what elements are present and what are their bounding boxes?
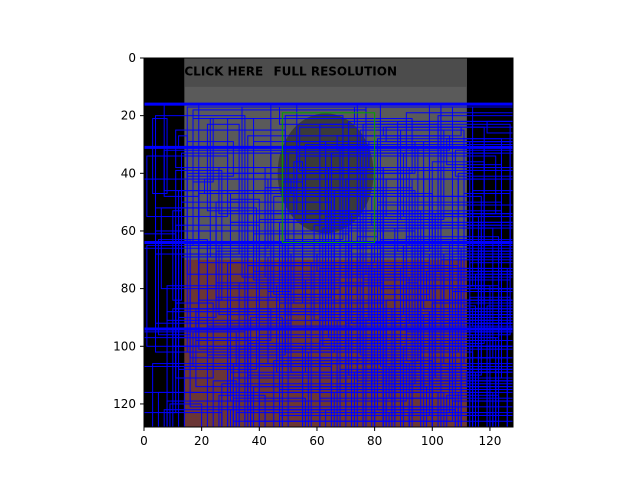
banner-layer: CLICK HERE FULL RESOLUTION	[184, 64, 397, 78]
box-overlay	[397, 152, 430, 252]
x-tick-label: 0	[140, 434, 148, 448]
box-overlay	[270, 152, 289, 298]
y-tick-label: 40	[121, 166, 136, 180]
box-overlay	[169, 403, 203, 427]
box-overlay	[440, 106, 513, 122]
x-tick-label: 80	[367, 434, 382, 448]
box-overlay	[362, 276, 384, 427]
box-overlay	[385, 178, 413, 218]
y-tick-label: 120	[113, 397, 136, 411]
box-overlay	[186, 106, 367, 275]
box-overlay	[322, 227, 494, 347]
box-overlay	[475, 273, 513, 290]
banner-prefix: CLICK HERE	[184, 64, 263, 78]
box-overlay	[189, 244, 379, 408]
box-overlay	[247, 135, 442, 267]
box-overlay	[290, 279, 306, 373]
box-overlay	[469, 296, 511, 336]
x-tick-label: 120	[478, 434, 501, 448]
x-tick-label: 100	[421, 434, 444, 448]
box-overlay	[365, 340, 513, 427]
banner-text: CLICK HERE FULL RESOLUTION	[184, 64, 397, 78]
box-overlay	[423, 221, 513, 310]
box-overlay	[382, 126, 462, 137]
box-overlay	[206, 325, 353, 427]
box-overlay	[238, 345, 304, 427]
box-overlay	[221, 383, 353, 427]
box-overlay	[457, 172, 474, 255]
y-tick-label: 60	[121, 224, 136, 238]
box-overlay	[152, 118, 168, 194]
box-overlay	[319, 210, 502, 316]
x-tick-label: 60	[309, 434, 324, 448]
box-overlay	[215, 250, 353, 284]
box-overlay	[284, 115, 344, 241]
box-overlay	[172, 308, 393, 427]
box-overlay	[175, 302, 214, 379]
box-overlay	[229, 409, 347, 427]
box-overlay	[400, 267, 513, 427]
banner-emphasis: FULL RESOLUTION	[273, 64, 397, 78]
box-overlay	[411, 380, 513, 427]
box-overlay	[195, 311, 373, 388]
box-overlay	[218, 394, 266, 427]
x-tick-label: 20	[194, 434, 209, 448]
box-overlay	[339, 285, 500, 339]
x-tick-label: 40	[252, 434, 267, 448]
box-overlay	[166, 400, 280, 427]
box-overlay	[423, 371, 513, 427]
box-overlay	[172, 210, 182, 301]
box-overlay	[218, 167, 425, 215]
highlight-layer	[281, 112, 376, 243]
y-tick-label: 0	[128, 51, 136, 65]
highlight-box	[281, 112, 376, 243]
y-tick-label: 80	[121, 282, 136, 296]
box-overlay	[235, 412, 390, 427]
image-banner-strip	[184, 58, 467, 87]
box-overlay	[273, 360, 433, 427]
box-overlay	[178, 239, 208, 339]
box-overlays	[144, 102, 513, 427]
box-overlay	[157, 391, 376, 427]
box-overlay	[258, 377, 373, 427]
box-overlay	[229, 363, 407, 402]
box-overlay	[319, 123, 439, 223]
y-axis: 0 20 40 60 80 100 120	[113, 51, 144, 411]
y-tick-label: 100	[113, 339, 136, 353]
axes-frame	[143, 57, 514, 428]
box-overlay	[388, 365, 513, 399]
box-overlay	[385, 299, 513, 385]
box-overlay	[278, 325, 500, 416]
box-overlay	[212, 380, 237, 427]
y-tick-label: 20	[121, 109, 136, 123]
x-axis: 0 20 40 60 80 100 120	[140, 427, 501, 448]
box-overlay	[480, 227, 513, 324]
box-overlay	[377, 138, 513, 206]
